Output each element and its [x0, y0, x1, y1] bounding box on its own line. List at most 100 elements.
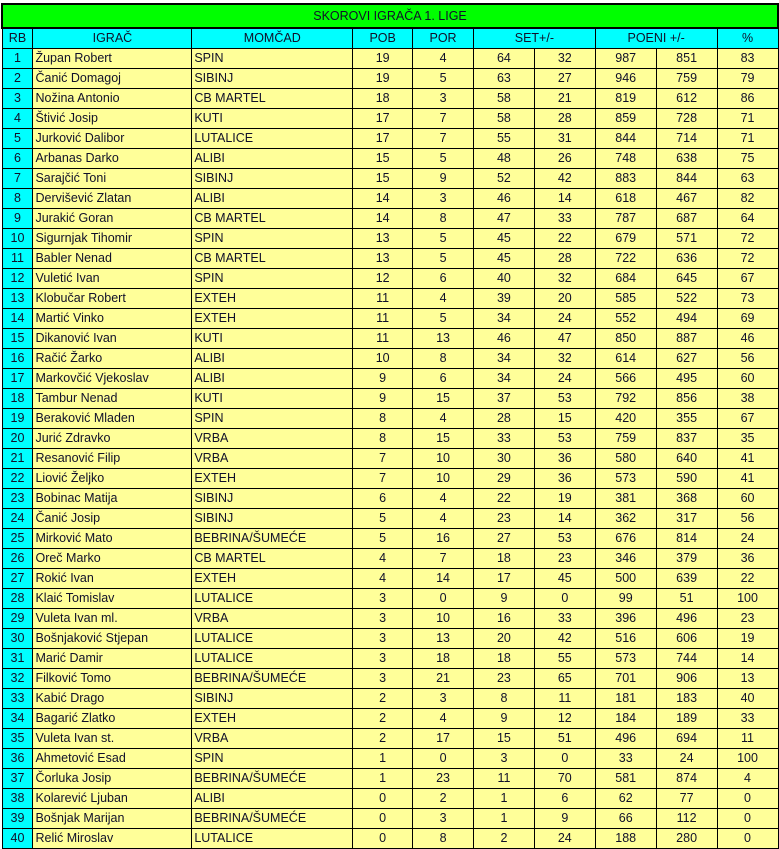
- sets-lost-cell[interactable]: 6: [533, 788, 596, 809]
- team-cell[interactable]: SPIN: [191, 408, 354, 429]
- sets-won-cell[interactable]: 1: [473, 788, 535, 809]
- player-cell[interactable]: Nožina Antonio: [32, 88, 193, 109]
- sets-lost-cell[interactable]: 9: [533, 808, 596, 829]
- team-cell[interactable]: ALIBI: [191, 148, 354, 169]
- points-won-cell[interactable]: 618: [594, 188, 657, 209]
- wins-cell[interactable]: 0: [352, 828, 414, 849]
- sets-lost-cell[interactable]: 32: [533, 268, 596, 289]
- losses-cell[interactable]: 18: [412, 648, 474, 669]
- sets-won-cell[interactable]: 58: [473, 108, 535, 129]
- team-cell[interactable]: CB MARTEL: [191, 548, 354, 569]
- sets-lost-cell[interactable]: 14: [533, 188, 596, 209]
- sets-won-cell[interactable]: 16: [473, 608, 535, 629]
- points-won-cell[interactable]: 346: [594, 548, 657, 569]
- losses-cell[interactable]: 13: [412, 328, 474, 349]
- sets-won-cell[interactable]: 39: [473, 288, 535, 309]
- wins-cell[interactable]: 0: [352, 808, 414, 829]
- sets-lost-cell[interactable]: 11: [533, 688, 596, 709]
- losses-cell[interactable]: 0: [412, 748, 474, 769]
- sets-won-cell[interactable]: 34: [473, 368, 535, 389]
- sets-won-cell[interactable]: 45: [473, 228, 535, 249]
- rb-cell[interactable]: 7: [1, 168, 34, 189]
- sets-won-cell[interactable]: 17: [473, 568, 535, 589]
- sets-won-cell[interactable]: 3: [473, 748, 535, 769]
- points-lost-cell[interactable]: 627: [655, 348, 718, 369]
- points-won-cell[interactable]: 850: [594, 328, 657, 349]
- player-cell[interactable]: Rokić Ivan: [32, 568, 193, 589]
- losses-cell[interactable]: 8: [412, 828, 474, 849]
- losses-cell[interactable]: 3: [412, 688, 474, 709]
- pct-cell[interactable]: 60: [716, 488, 779, 509]
- pct-cell[interactable]: 71: [716, 108, 779, 129]
- losses-cell[interactable]: 0: [412, 588, 474, 609]
- player-cell[interactable]: Babler Nenad: [32, 248, 193, 269]
- losses-cell[interactable]: 21: [412, 668, 474, 689]
- wins-cell[interactable]: 8: [352, 408, 414, 429]
- wins-cell[interactable]: 17: [352, 128, 414, 149]
- points-lost-cell[interactable]: 759: [655, 68, 718, 89]
- points-lost-cell[interactable]: 640: [655, 448, 718, 469]
- wins-cell[interactable]: 7: [352, 468, 414, 489]
- sets-won-cell[interactable]: 11: [473, 768, 535, 789]
- wins-cell[interactable]: 15: [352, 148, 414, 169]
- rb-cell[interactable]: 3: [1, 88, 34, 109]
- sets-won-cell[interactable]: 8: [473, 688, 535, 709]
- points-won-cell[interactable]: 573: [594, 468, 657, 489]
- team-cell[interactable]: LUTALICE: [191, 648, 354, 669]
- wins-cell[interactable]: 14: [352, 188, 414, 209]
- sets-won-cell[interactable]: 33: [473, 428, 535, 449]
- sets-lost-cell[interactable]: 12: [533, 708, 596, 729]
- player-cell[interactable]: Sigurnjak Tihomir: [32, 228, 193, 249]
- team-cell[interactable]: SIBINJ: [191, 688, 354, 709]
- sets-won-cell[interactable]: 18: [473, 548, 535, 569]
- pct-cell[interactable]: 100: [716, 748, 779, 769]
- points-won-cell[interactable]: 987: [594, 48, 657, 69]
- points-lost-cell[interactable]: 814: [655, 528, 718, 549]
- sets-lost-cell[interactable]: 36: [533, 448, 596, 469]
- points-lost-cell[interactable]: 24: [655, 748, 718, 769]
- rb-cell[interactable]: 27: [1, 568, 34, 589]
- losses-cell[interactable]: 3: [412, 188, 474, 209]
- pct-cell[interactable]: 13: [716, 668, 779, 689]
- points-lost-cell[interactable]: 906: [655, 668, 718, 689]
- sets-won-cell[interactable]: 48: [473, 148, 535, 169]
- rb-cell[interactable]: 33: [1, 688, 34, 709]
- pct-cell[interactable]: 22: [716, 568, 779, 589]
- player-cell[interactable]: Čanić Domagoj: [32, 68, 193, 89]
- pct-cell[interactable]: 60: [716, 368, 779, 389]
- header-rb[interactable]: RB: [1, 27, 34, 49]
- player-cell[interactable]: Mirković Mato: [32, 528, 193, 549]
- wins-cell[interactable]: 3: [352, 648, 414, 669]
- pct-cell[interactable]: 67: [716, 268, 779, 289]
- pct-cell[interactable]: 36: [716, 548, 779, 569]
- rb-cell[interactable]: 26: [1, 548, 34, 569]
- sets-won-cell[interactable]: 34: [473, 348, 535, 369]
- rb-cell[interactable]: 2: [1, 68, 34, 89]
- points-won-cell[interactable]: 883: [594, 168, 657, 189]
- losses-cell[interactable]: 4: [412, 408, 474, 429]
- rb-cell[interactable]: 11: [1, 248, 34, 269]
- points-lost-cell[interactable]: 368: [655, 488, 718, 509]
- sets-lost-cell[interactable]: 23: [533, 548, 596, 569]
- player-cell[interactable]: Jurakić Goran: [32, 208, 193, 229]
- losses-cell[interactable]: 7: [412, 108, 474, 129]
- points-lost-cell[interactable]: 496: [655, 608, 718, 629]
- wins-cell[interactable]: 11: [352, 288, 414, 309]
- rb-cell[interactable]: 39: [1, 808, 34, 829]
- header-sets[interactable]: SET+/-: [473, 27, 596, 49]
- sets-lost-cell[interactable]: 51: [533, 728, 596, 749]
- points-won-cell[interactable]: 184: [594, 708, 657, 729]
- header-wins[interactable]: POB: [352, 27, 414, 49]
- team-cell[interactable]: BEBRINA/ŠUMEĆE: [191, 528, 354, 549]
- wins-cell[interactable]: 2: [352, 688, 414, 709]
- sets-lost-cell[interactable]: 21: [533, 88, 596, 109]
- rb-cell[interactable]: 30: [1, 628, 34, 649]
- team-cell[interactable]: SPIN: [191, 268, 354, 289]
- player-cell[interactable]: Ahmetović Esad: [32, 748, 193, 769]
- sets-won-cell[interactable]: 40: [473, 268, 535, 289]
- sets-lost-cell[interactable]: 65: [533, 668, 596, 689]
- pct-cell[interactable]: 67: [716, 408, 779, 429]
- rb-cell[interactable]: 31: [1, 648, 34, 669]
- team-cell[interactable]: SPIN: [191, 228, 354, 249]
- points-won-cell[interactable]: 792: [594, 388, 657, 409]
